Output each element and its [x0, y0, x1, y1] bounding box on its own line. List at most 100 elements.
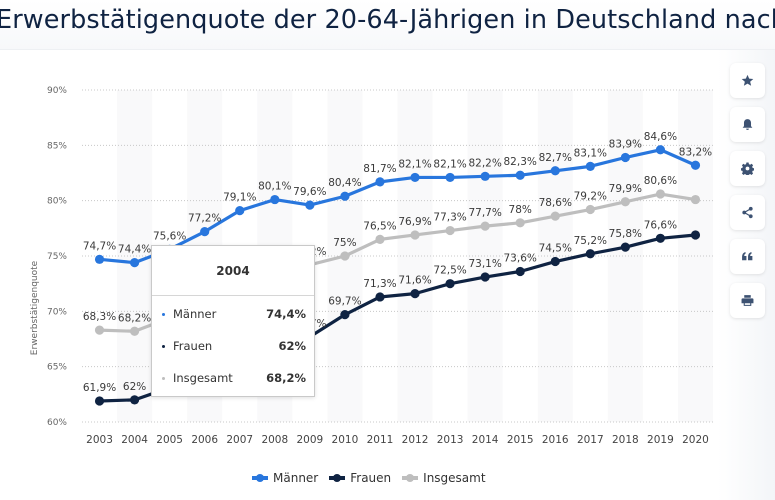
y-tick-label: 75% — [47, 252, 67, 262]
data-label: 80,4% — [328, 177, 361, 189]
data-label: 74,4% — [118, 244, 151, 256]
data-point — [585, 204, 595, 215]
data-point — [655, 145, 666, 155]
tooltip-row-insgesamt: Insgesamt 68,2% — [162, 368, 306, 388]
legend-item-frauen[interactable]: Frauen — [329, 471, 391, 485]
x-tick-label: 2005 — [156, 434, 183, 446]
data-point — [585, 161, 595, 171]
data-point — [445, 225, 455, 236]
tooltip-row-maenner: Männer 74,4% — [162, 304, 306, 324]
data-point — [445, 279, 455, 289]
x-tick-label: 2003 — [86, 434, 113, 446]
data-label: 83,1% — [574, 147, 607, 159]
tooltip-label: Männer — [173, 307, 217, 321]
tooltip-dot-frauen — [162, 344, 165, 348]
data-label: 82,3% — [504, 156, 537, 168]
data-point — [129, 326, 140, 336]
data-label: 83,9% — [609, 139, 642, 151]
data-label: 71,6% — [398, 275, 431, 287]
data-label: 82,7% — [539, 152, 572, 164]
legend-swatch-maenner — [252, 474, 268, 482]
line-chart: 60%65%70%75%80%85%90% 2003 2004 2005 2006 20… — [30, 86, 713, 446]
x-tick-label: 2014 — [472, 434, 499, 446]
chart-tooltip: 2004 Männer 74,4% Frauen 62% Insgesamt 6… — [151, 245, 315, 397]
data-point — [410, 172, 420, 183]
data-label: 68,2% — [118, 312, 151, 324]
x-tick-label: 2007 — [226, 434, 253, 446]
x-tick-label: 2006 — [191, 434, 218, 446]
tooltip-value: 74,4% — [266, 307, 306, 321]
data-point — [655, 233, 666, 243]
data-point — [690, 230, 701, 240]
tooltip-dot-insgesamt — [162, 376, 165, 380]
legend-label: Frauen — [350, 471, 392, 485]
x-tick-label: 2013 — [437, 434, 464, 446]
data-label: 68,3% — [83, 311, 116, 323]
data-point — [410, 230, 420, 240]
data-label: 74,7% — [83, 240, 116, 252]
favorite-button[interactable] — [730, 63, 765, 98]
data-point — [585, 249, 595, 259]
legend-label: Männer — [273, 471, 319, 485]
data-point — [375, 234, 385, 244]
y-tick-label: 90% — [47, 86, 67, 96]
data-point — [550, 256, 560, 267]
data-label: 79,1% — [223, 192, 256, 204]
share-icon — [742, 206, 753, 219]
data-label: 82,1% — [398, 158, 431, 170]
notification-button[interactable] — [730, 107, 765, 142]
legend-item-maenner[interactable]: Männer — [252, 471, 318, 485]
data-label: 74,5% — [539, 243, 572, 255]
x-tick-label: 2016 — [542, 434, 569, 446]
data-point — [375, 292, 385, 302]
data-point — [445, 172, 455, 183]
x-tick-label: 2018 — [612, 434, 639, 446]
chart-band — [537, 90, 573, 422]
data-label: 73,1% — [468, 258, 501, 270]
data-point — [235, 206, 245, 216]
y-tick-label: 60% — [47, 418, 67, 428]
data-point — [94, 254, 105, 264]
data-label: 62% — [123, 381, 146, 393]
x-tick-label: 2015 — [507, 434, 534, 446]
data-label: 69,7% — [328, 296, 361, 308]
data-label: 80,6% — [644, 175, 677, 187]
tooltip-year: 2004 — [152, 246, 314, 296]
data-label: 78,6% — [539, 197, 572, 209]
tooltip-label: Frauen — [173, 339, 213, 353]
x-tick-label: 2020 — [682, 434, 709, 446]
settings-button[interactable] — [730, 151, 765, 186]
data-point — [94, 325, 105, 335]
chart-band — [117, 90, 153, 422]
share-button[interactable] — [730, 195, 765, 230]
y-tick-label: 85% — [47, 141, 67, 151]
tooltip-dot-maenner — [162, 312, 165, 316]
data-point — [655, 189, 666, 199]
chart-series — [94, 145, 701, 406]
legend-item-insgesamt[interactable]: Insgesamt — [402, 471, 486, 485]
data-label: 75,2% — [574, 235, 607, 247]
tooltip-label: Insgesamt — [173, 371, 233, 385]
quote-icon — [742, 252, 753, 261]
data-label: 83,2% — [679, 146, 712, 158]
data-point — [480, 171, 490, 181]
data-point — [410, 289, 420, 299]
x-tick-label: 2009 — [296, 434, 323, 446]
tooltip-row-frauen: Frauen 62% — [162, 336, 306, 356]
header-band — [0, 0, 775, 50]
data-point — [340, 251, 350, 261]
data-point — [690, 160, 701, 170]
data-point — [620, 242, 630, 252]
data-point — [690, 194, 701, 205]
header-divider — [0, 49, 775, 50]
y-axis-label: Erwerbstätigenquote — [30, 260, 40, 355]
data-label: 82,2% — [468, 157, 501, 169]
tooltip-value: 62% — [278, 339, 306, 353]
cite-button[interactable] — [730, 239, 765, 274]
data-label: 79,6% — [293, 186, 326, 198]
data-point — [480, 272, 490, 282]
gear-icon — [741, 162, 754, 175]
data-label: 75,6% — [153, 230, 186, 242]
data-label: 72,5% — [433, 265, 466, 277]
print-button[interactable] — [730, 283, 765, 318]
